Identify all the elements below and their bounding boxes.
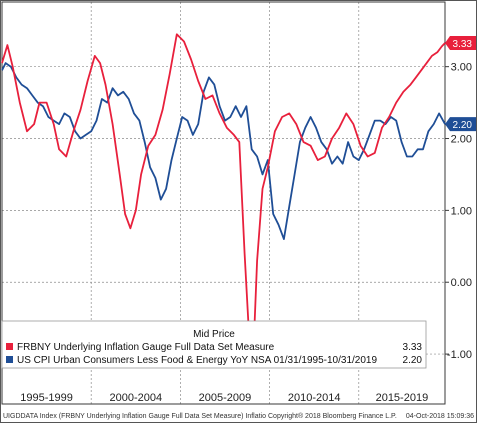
y-tick-label: 0.00 bbox=[451, 277, 472, 289]
badge-frbny: 3.33 bbox=[445, 35, 476, 50]
last-value-badges: 3.33 2.20 bbox=[445, 35, 476, 132]
y-tick-label: 2.00 bbox=[451, 134, 472, 146]
badge-value: 2.20 bbox=[453, 120, 473, 131]
x-period-label: 2015-2019 bbox=[376, 392, 429, 404]
x-period-label: 2000-2004 bbox=[109, 392, 162, 404]
legend-value-cpi: 2.20 bbox=[403, 355, 423, 366]
legend-label-frbny: FRBNY Underlying Inflation Gauge Full Da… bbox=[17, 342, 275, 353]
x-period-label: 2010-2014 bbox=[288, 392, 341, 404]
y-tick-label: 3.00 bbox=[451, 62, 472, 74]
x-period-label: 1995-1999 bbox=[20, 392, 73, 404]
y-tick-label: 1.00 bbox=[451, 205, 472, 217]
series-lines bbox=[1, 33, 446, 352]
legend-value-frbny: 3.33 bbox=[403, 342, 423, 353]
series-line-frbny bbox=[1, 33, 446, 352]
badge-cpi: 2.20 bbox=[445, 117, 476, 132]
legend-swatch-frbny bbox=[6, 343, 13, 350]
badge-shape bbox=[445, 35, 476, 50]
legend-swatch-cpi bbox=[6, 356, 13, 363]
x-axis-labels: 1995-1999 2000-2004 2005-2009 2010-2014 2015… bbox=[20, 392, 428, 404]
y-tick-label: -1.00 bbox=[447, 349, 472, 361]
footer-copyright: Copyright® 2018 Bloomberg Finance L.P. bbox=[268, 412, 397, 420]
plot-area-frame bbox=[1, 1, 446, 405]
legend-label-cpi: US CPI Urban Consumers Less Food & Energ… bbox=[17, 355, 377, 366]
badge-shape bbox=[445, 117, 476, 132]
footer-source: UIGDDATA Index (FRBNY Underlying Inflati… bbox=[3, 413, 266, 420]
x-period-label: 2005-2009 bbox=[199, 392, 252, 404]
badge-value: 3.33 bbox=[453, 39, 473, 50]
legend: Mid Price FRBNY Underlying Inflation Gau… bbox=[1, 320, 427, 369]
footer-timestamp: 04-Oct-2018 15:09:36 bbox=[406, 413, 474, 420]
y-axis-ticks: -1.00 0.00 1.00 2.00 3.00 bbox=[445, 62, 472, 361]
legend-box bbox=[1, 320, 427, 369]
legend-title: Mid Price bbox=[193, 329, 235, 340]
